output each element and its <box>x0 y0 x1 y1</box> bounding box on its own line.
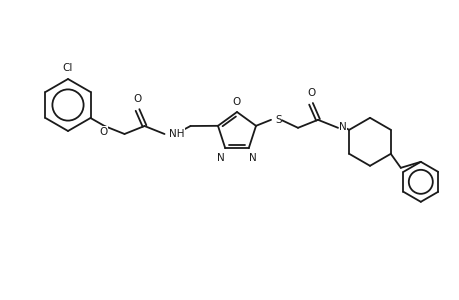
Text: N: N <box>338 122 346 132</box>
Text: O: O <box>306 88 314 98</box>
Text: O: O <box>133 94 141 104</box>
Text: N: N <box>217 153 224 163</box>
Text: Cl: Cl <box>63 63 73 73</box>
Text: O: O <box>232 97 241 107</box>
Text: S: S <box>274 115 281 125</box>
Text: NH: NH <box>168 129 184 139</box>
Text: N: N <box>248 153 256 163</box>
Text: O: O <box>99 127 107 137</box>
